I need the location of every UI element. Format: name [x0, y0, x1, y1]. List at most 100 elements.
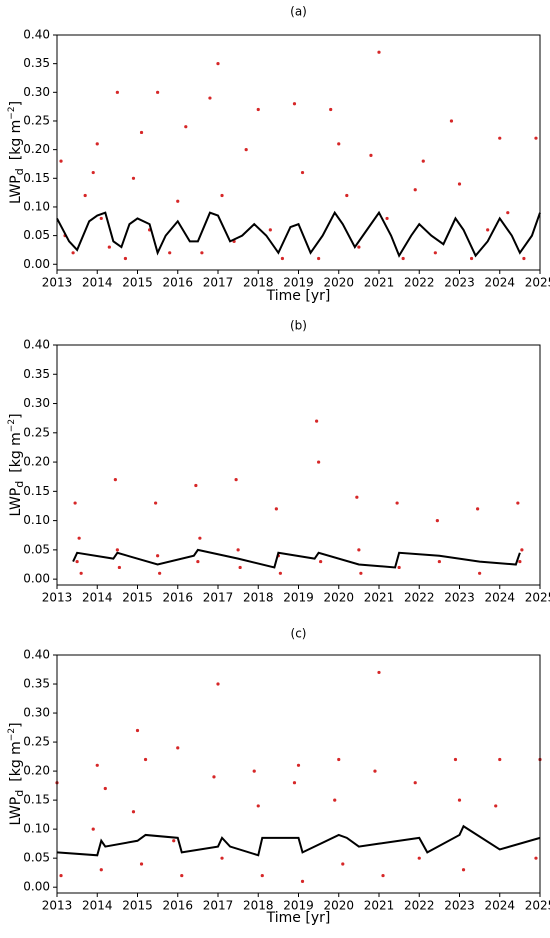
x-tick-label: 2023: [444, 899, 475, 913]
x-tick-label: 2018: [243, 899, 274, 913]
data-point: [341, 862, 345, 866]
data-point: [75, 559, 79, 564]
y-tick-label: 0.00: [23, 880, 50, 894]
y-tick-label: 0.25: [23, 735, 50, 749]
data-point: [534, 856, 538, 860]
y-label-unit: [kg m: [8, 120, 24, 161]
data-point: [139, 130, 144, 135]
data-point: [457, 182, 462, 186]
x-axis-label: Time [yr]: [266, 910, 331, 926]
y-label-end: ]: [8, 101, 24, 106]
data-point: [498, 136, 502, 140]
data-point: [453, 757, 458, 762]
data-point: [333, 798, 337, 802]
data-point: [395, 501, 399, 505]
data-point: [317, 460, 321, 464]
x-tick-label: 2020: [323, 899, 354, 913]
data-point: [95, 142, 99, 146]
data-point: [158, 571, 162, 575]
data-point: [435, 519, 439, 523]
data-point: [534, 136, 538, 140]
y-tick-label: 0.20: [23, 455, 50, 469]
panel-title: (c): [291, 627, 307, 641]
data-point: [518, 559, 522, 564]
data-point: [103, 786, 107, 791]
data-point: [337, 142, 341, 146]
y-tick-label: 0.30: [23, 85, 50, 99]
y-label-sup: −2: [7, 728, 17, 741]
data-point: [91, 827, 95, 831]
data-point: [413, 188, 417, 192]
data-point: [172, 839, 176, 843]
data-point: [457, 798, 462, 802]
data-point: [296, 763, 301, 767]
x-tick-label: 2024: [484, 591, 515, 605]
data-point: [115, 548, 119, 552]
data-point: [154, 501, 158, 505]
data-point: [77, 536, 81, 540]
x-axis-label: Time [yr]: [266, 288, 331, 304]
data-point: [256, 107, 260, 112]
x-tick-label: 2015: [122, 276, 153, 290]
y-label-main: LWP: [8, 175, 24, 204]
y-axis-label: LWPd [kg m−2]: [7, 413, 27, 516]
y-tick-label: 0.20: [23, 764, 50, 778]
x-tick-label: 2013: [42, 591, 73, 605]
data-point: [417, 856, 421, 860]
data-point: [208, 96, 212, 100]
x-tick-label: 2015: [122, 899, 153, 913]
data-point: [355, 495, 359, 499]
y-label-unit: [kg m: [8, 741, 24, 782]
x-tick-label: 2015: [122, 591, 153, 605]
y-axis-label: LWPd [kg m−2]: [7, 722, 27, 825]
y-label-sup: −2: [7, 419, 17, 432]
data-point: [449, 119, 454, 123]
x-tick-label: 2019: [283, 591, 314, 605]
x-tick-label: 2016: [162, 276, 193, 290]
y-label-end: ]: [8, 722, 24, 727]
y-tick-label: 0.35: [23, 677, 50, 691]
y-tick-label: 0.35: [23, 56, 50, 70]
y-tick-label: 0.10: [23, 822, 50, 836]
data-point: [476, 507, 480, 511]
y-tick-label: 0.15: [23, 793, 50, 807]
x-tick-label: 2016: [162, 899, 193, 913]
x-tick-label: 2019: [283, 276, 314, 290]
data-point: [437, 559, 441, 564]
y-label-unit: [kg m: [8, 432, 24, 473]
y-label-sub: d: [13, 790, 26, 797]
data-point: [433, 251, 437, 255]
mean-line: [56, 824, 541, 857]
data-point: [377, 670, 381, 675]
y-tick-label: 0.15: [23, 484, 50, 498]
data-point: [168, 251, 172, 255]
y-tick-label: 0.00: [23, 572, 50, 586]
data-point: [238, 565, 242, 570]
data-point: [79, 571, 83, 575]
data-point: [478, 571, 482, 575]
data-point: [156, 90, 160, 94]
data-point: [196, 559, 200, 564]
data-point: [280, 256, 284, 261]
data-point: [520, 548, 524, 552]
data-point: [83, 193, 87, 198]
x-tick-label: 2022: [404, 899, 435, 913]
y-label-end: ]: [8, 413, 24, 418]
data-point: [300, 879, 305, 883]
data-point: [59, 159, 63, 163]
data-point: [135, 728, 140, 733]
y-tick-label: 0.05: [23, 228, 50, 242]
data-point: [292, 781, 297, 785]
data-point: [385, 216, 389, 221]
data-point: [359, 571, 363, 575]
data-point: [486, 228, 490, 232]
data-point: [99, 868, 103, 872]
x-tick-label: 2021: [364, 276, 395, 290]
data-point: [95, 763, 99, 767]
data-point: [506, 211, 510, 215]
data-point: [373, 769, 377, 773]
plot-frame: [56, 34, 541, 271]
x-tick-label: 2014: [82, 276, 113, 290]
